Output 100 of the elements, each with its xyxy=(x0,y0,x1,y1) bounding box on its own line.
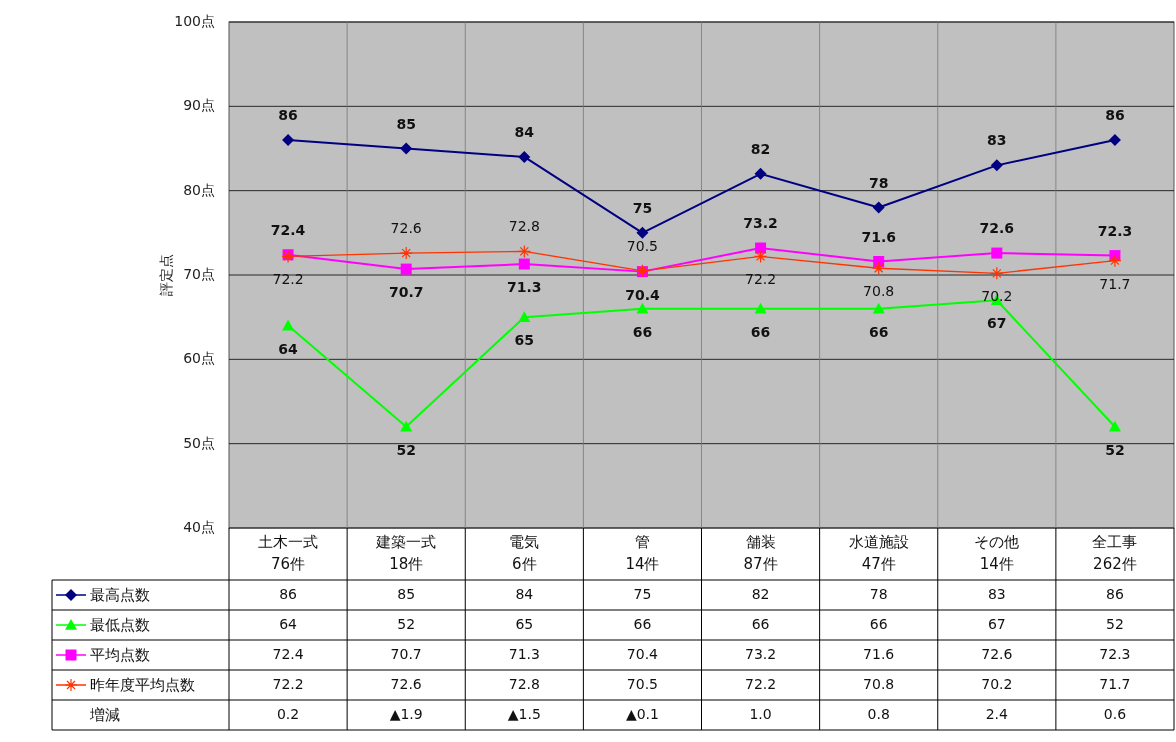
point xyxy=(518,258,530,270)
data-label: 71.6 xyxy=(861,228,896,245)
legend-label: 最低点数 xyxy=(90,615,150,634)
text: 1.0 xyxy=(749,706,772,722)
text: 71.6 xyxy=(863,646,895,662)
text: 73.2 xyxy=(744,646,777,662)
point xyxy=(1108,420,1121,432)
text: 72.6 xyxy=(390,676,422,692)
point xyxy=(1108,254,1122,268)
text: 0.6 xyxy=(1103,706,1127,722)
y-tick-label: 50点 xyxy=(183,434,215,451)
point xyxy=(753,249,768,264)
point xyxy=(991,247,1003,259)
point xyxy=(1108,134,1121,147)
y-tick-label: 40点 xyxy=(183,519,215,535)
text: 72.4 xyxy=(272,646,304,662)
point xyxy=(636,226,649,239)
point xyxy=(872,201,885,214)
text: 64 xyxy=(279,616,298,632)
data-label: 86 xyxy=(278,107,298,124)
text: 52 xyxy=(397,616,416,632)
data-label: 64 xyxy=(278,340,299,357)
text: 66 xyxy=(751,616,770,632)
text: 86 xyxy=(279,586,298,602)
x-tick-label: 管 14件 xyxy=(625,533,660,573)
text: 52 xyxy=(1106,616,1124,632)
point xyxy=(282,134,295,147)
text: 67 xyxy=(987,616,1006,632)
text: 72.6 xyxy=(981,646,1013,662)
point xyxy=(754,167,767,180)
data-label: 70.8 xyxy=(863,283,895,300)
text: 85 xyxy=(397,586,416,602)
data-label: 72.2 xyxy=(272,271,304,288)
data-label: 75 xyxy=(632,199,653,216)
text: 83 xyxy=(987,586,1006,602)
text: 増減 xyxy=(89,705,120,724)
text: 82 xyxy=(751,586,770,602)
data-label: 71.3 xyxy=(507,279,542,296)
point xyxy=(990,266,1004,280)
point xyxy=(872,261,886,275)
text: 75 xyxy=(633,586,652,602)
point xyxy=(518,311,531,322)
data-label: 86 xyxy=(1105,107,1125,124)
x-tick-label: 全工事 262件 xyxy=(1092,533,1138,573)
text: ▲0.1 xyxy=(625,706,659,722)
point xyxy=(400,263,412,275)
text: ▲1.9 xyxy=(389,706,423,722)
text: 70.5 xyxy=(626,676,659,692)
point xyxy=(872,302,885,314)
text: 0.8 xyxy=(867,706,890,722)
legend-label: 最高点数 xyxy=(90,585,150,604)
point xyxy=(754,302,767,314)
text: 72.3 xyxy=(1099,646,1131,662)
data-label: 73.2 xyxy=(743,215,778,232)
text: 84 xyxy=(515,586,534,602)
data-label: 52 xyxy=(1105,441,1125,458)
point xyxy=(518,150,531,163)
y-tick-label: 100点 xyxy=(174,13,215,29)
text: 86 xyxy=(1106,586,1124,602)
point xyxy=(400,420,413,432)
data-label: 78 xyxy=(868,174,889,191)
text: 71.7 xyxy=(1099,676,1131,692)
data-label: 83 xyxy=(987,132,1007,149)
data-label: 52 xyxy=(396,441,416,458)
point xyxy=(282,319,295,331)
text: 70.8 xyxy=(863,676,895,692)
point xyxy=(400,142,413,155)
data-label: 84 xyxy=(514,123,535,140)
point xyxy=(755,242,767,254)
x-tick-label: 水道施設 47件 xyxy=(848,533,909,573)
data-label: 72.2 xyxy=(744,271,777,288)
legend-label: 昨年度平均点数 xyxy=(90,675,195,694)
text: 65 xyxy=(515,616,534,632)
text: 72.2 xyxy=(744,676,777,692)
data-label: 70.4 xyxy=(625,286,660,303)
x-tick-label: 土木一式 76件 xyxy=(258,533,319,573)
text: 0.2 xyxy=(276,706,300,722)
y-tick-label: 60点 xyxy=(183,350,215,367)
text: 70.2 xyxy=(981,676,1013,692)
point xyxy=(990,159,1003,172)
point xyxy=(517,244,531,258)
data-label: 82 xyxy=(750,140,771,157)
text: 66 xyxy=(633,616,652,632)
data-label: 85 xyxy=(396,115,416,132)
y-tick-label: 70点 xyxy=(183,266,215,282)
y-axis-title: 評定点 xyxy=(158,254,174,296)
data-label: 66 xyxy=(868,323,889,340)
text: 2.4 xyxy=(985,706,1009,722)
data-label: 70.5 xyxy=(626,237,659,254)
x-tick-label: 建築一式 18件 xyxy=(375,533,437,573)
text: ▲1.5 xyxy=(507,706,541,722)
text: 72.2 xyxy=(272,676,304,692)
data-label: 71.7 xyxy=(1099,275,1131,292)
point xyxy=(399,246,413,260)
legend-label: 平均点数 xyxy=(90,645,150,664)
data-label: 72.4 xyxy=(270,221,306,238)
x-tick-label: その他 14件 xyxy=(974,533,1020,573)
text: 71.3 xyxy=(508,646,540,662)
data-label: 65 xyxy=(514,332,535,349)
point xyxy=(636,302,649,314)
